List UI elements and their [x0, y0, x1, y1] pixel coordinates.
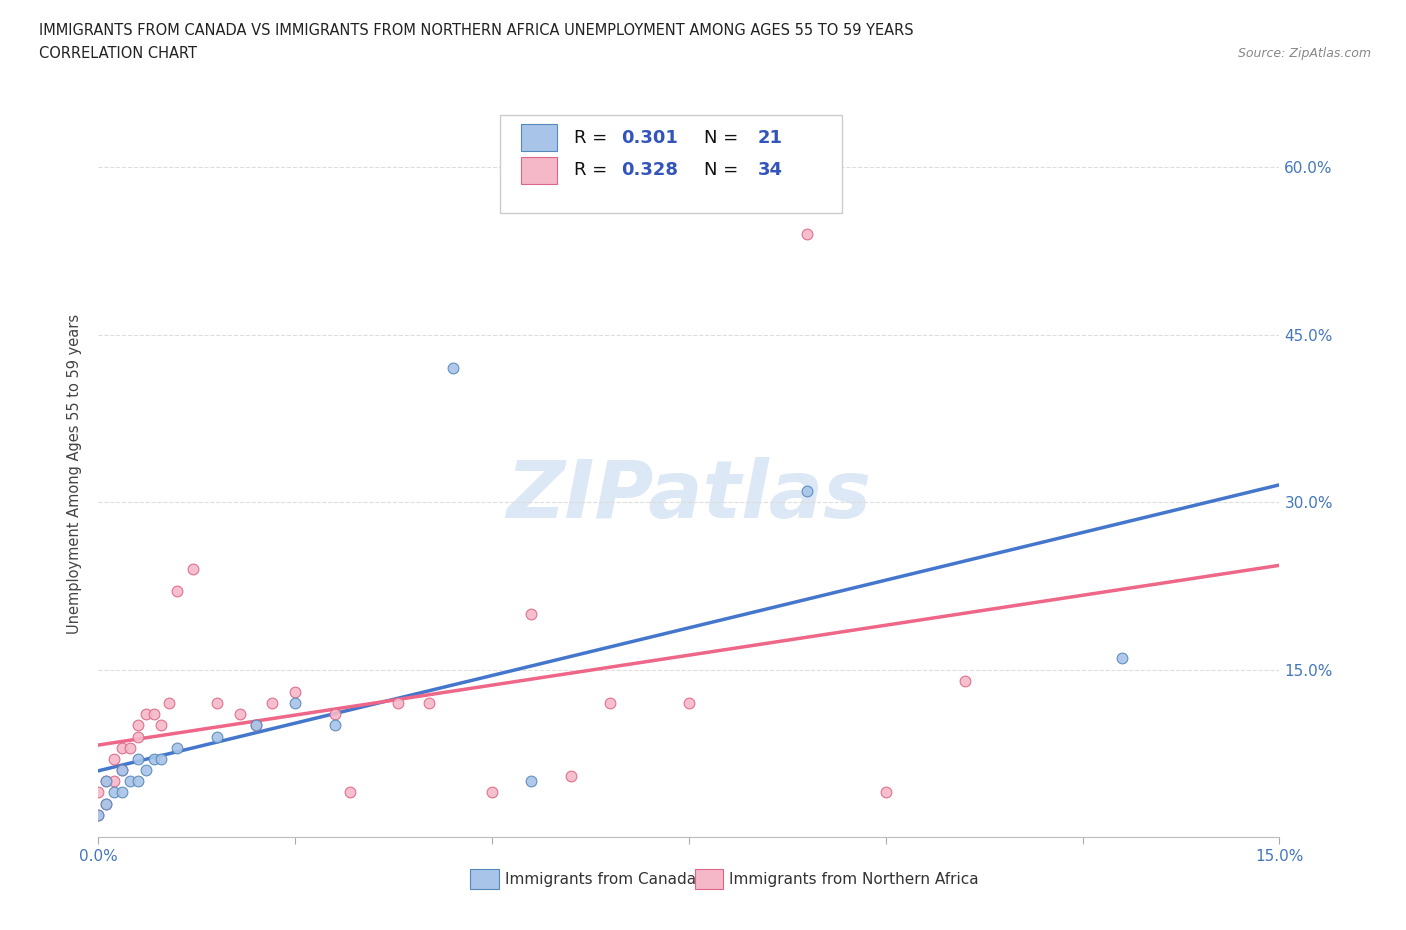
- Point: [103, 751, 125, 766]
- Point: [96, 774, 118, 789]
- Point: [181, 562, 204, 577]
- FancyBboxPatch shape: [695, 869, 723, 889]
- Point: [150, 718, 173, 733]
- Point: [157, 696, 180, 711]
- Point: [127, 751, 149, 766]
- Point: [418, 696, 440, 711]
- Text: N =: N =: [704, 128, 744, 147]
- Point: [111, 740, 134, 755]
- Point: [599, 696, 621, 711]
- Point: [520, 774, 543, 789]
- Text: 0.328: 0.328: [621, 162, 679, 179]
- Text: 21: 21: [758, 128, 783, 147]
- Point: [135, 707, 157, 722]
- Text: IMMIGRANTS FROM CANADA VS IMMIGRANTS FROM NORTHERN AFRICA UNEMPLOYMENT AMONG AGE: IMMIGRANTS FROM CANADA VS IMMIGRANTS FRO…: [39, 23, 914, 38]
- Point: [260, 696, 283, 711]
- Point: [284, 696, 307, 711]
- Point: [142, 751, 165, 766]
- Point: [142, 707, 165, 722]
- Point: [284, 684, 307, 699]
- Point: [127, 718, 149, 733]
- FancyBboxPatch shape: [522, 124, 557, 152]
- Point: [796, 227, 818, 242]
- Point: [953, 673, 976, 688]
- Point: [205, 729, 228, 744]
- Point: [387, 696, 409, 711]
- Text: R =: R =: [575, 128, 613, 147]
- Text: Immigrants from Northern Africa: Immigrants from Northern Africa: [730, 871, 979, 886]
- Point: [560, 768, 582, 783]
- Point: [87, 807, 110, 822]
- Point: [111, 763, 134, 777]
- Text: 0.301: 0.301: [621, 128, 679, 147]
- Point: [150, 751, 173, 766]
- Point: [245, 718, 267, 733]
- FancyBboxPatch shape: [501, 115, 842, 213]
- Point: [441, 361, 464, 376]
- Point: [111, 763, 134, 777]
- Point: [245, 718, 267, 733]
- Point: [103, 785, 125, 800]
- Text: 34: 34: [758, 162, 783, 179]
- Text: CORRELATION CHART: CORRELATION CHART: [39, 46, 197, 61]
- Point: [87, 807, 110, 822]
- Point: [96, 774, 118, 789]
- Point: [339, 785, 361, 800]
- Point: [481, 785, 503, 800]
- Point: [229, 707, 252, 722]
- Text: Source: ZipAtlas.com: Source: ZipAtlas.com: [1237, 46, 1371, 60]
- Point: [118, 740, 141, 755]
- Text: ZIPatlas: ZIPatlas: [506, 457, 872, 535]
- Point: [323, 707, 346, 722]
- Point: [127, 729, 149, 744]
- Text: N =: N =: [704, 162, 744, 179]
- Point: [678, 696, 700, 711]
- Point: [796, 484, 818, 498]
- Point: [875, 785, 897, 800]
- FancyBboxPatch shape: [522, 156, 557, 184]
- Point: [166, 584, 188, 599]
- Point: [1111, 651, 1133, 666]
- Point: [118, 774, 141, 789]
- Point: [87, 785, 110, 800]
- Point: [135, 763, 157, 777]
- Point: [166, 740, 188, 755]
- Point: [96, 796, 118, 811]
- Text: Immigrants from Canada: Immigrants from Canada: [505, 871, 696, 886]
- Point: [323, 718, 346, 733]
- Point: [205, 696, 228, 711]
- Text: R =: R =: [575, 162, 613, 179]
- Point: [111, 785, 134, 800]
- FancyBboxPatch shape: [471, 869, 499, 889]
- Point: [127, 774, 149, 789]
- Point: [103, 774, 125, 789]
- Point: [520, 606, 543, 621]
- Y-axis label: Unemployment Among Ages 55 to 59 years: Unemployment Among Ages 55 to 59 years: [67, 314, 83, 634]
- Point: [96, 796, 118, 811]
